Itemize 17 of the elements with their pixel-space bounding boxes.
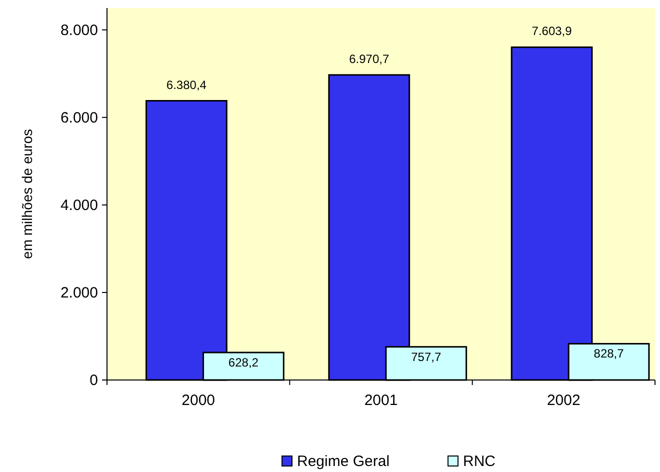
- y-tick-label: 8.000: [60, 22, 98, 39]
- y-tick-label: 2.000: [60, 284, 98, 302]
- legend-label: Regime Geral: [297, 453, 390, 470]
- y-tick-label: 0: [90, 372, 98, 389]
- y-axis-title: em milhões de euros: [19, 129, 35, 259]
- x-tick-label: 2001: [364, 392, 398, 409]
- data-label: 828,7: [594, 346, 624, 361]
- x-tick-label: 2000: [182, 392, 216, 409]
- data-label: 6.970,7: [349, 52, 390, 66]
- legend-label: RNC: [463, 453, 496, 470]
- data-label: 6.380,4: [166, 78, 207, 92]
- y-tick-label: 6.000: [60, 109, 98, 126]
- data-label: 7.603,9: [532, 24, 572, 38]
- data-label: 628,2: [228, 356, 259, 370]
- x-tick-label: 2002: [546, 392, 580, 409]
- data-label: 757,7: [411, 350, 442, 364]
- y-tick-label: 4.000: [60, 196, 98, 214]
